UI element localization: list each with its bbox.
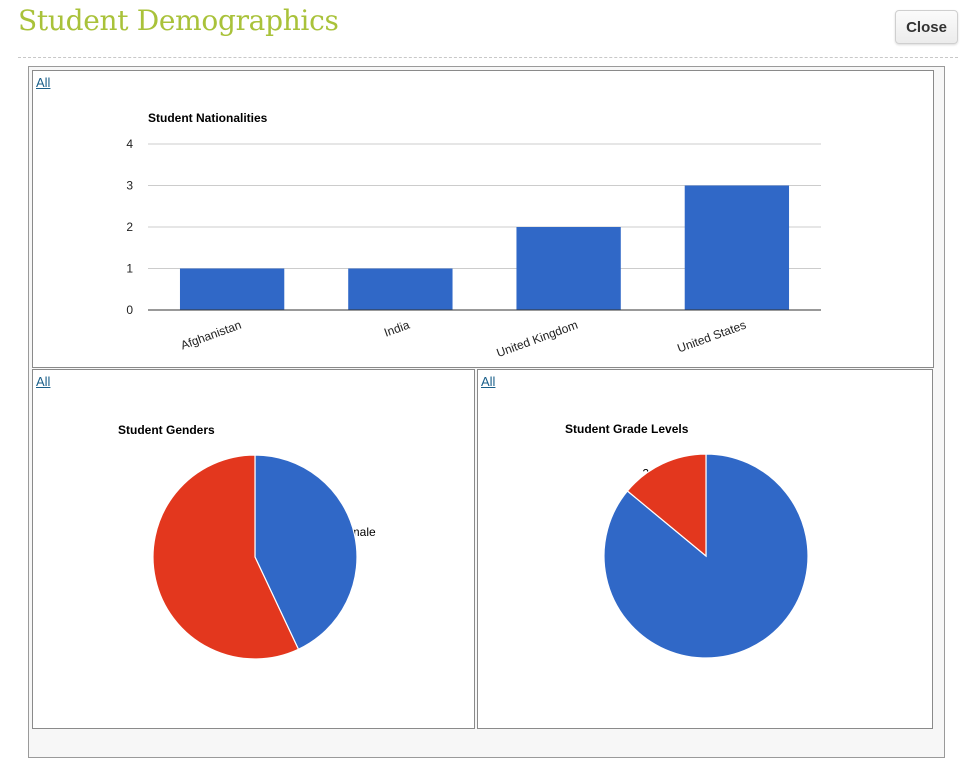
- bar[interactable]: [179, 268, 285, 311]
- title-divider: [18, 57, 958, 58]
- x-tick-label: United States: [675, 318, 747, 356]
- y-tick-label: 0: [126, 303, 133, 317]
- pie-slice[interactable]: [254, 454, 358, 651]
- genders-panel: All Student GendersFemaleMale: [32, 369, 475, 729]
- genders-pie-chart: Student GendersFemaleMale: [118, 423, 376, 660]
- grades-all-link[interactable]: All: [481, 374, 496, 389]
- dashboard-container: All Student Nationalities 0 1 2 3 4 Afghanista…: [28, 66, 945, 758]
- pie-chart-title: Student Grade Levels: [565, 422, 689, 436]
- x-tick-label: Afghanistan: [179, 318, 243, 353]
- x-tick-label: United Kingdom: [495, 318, 580, 360]
- nationalities-panel: All Student Nationalities 0 1 2 3 4 Afghanista…: [32, 70, 934, 368]
- nationalities-bar-chart: Student Nationalities 0 1 2 3 4 Afghanistan Ind…: [126, 111, 821, 360]
- bar-chart-title: Student Nationalities: [148, 111, 268, 125]
- page-title: Student Demographics: [18, 4, 339, 37]
- nationalities-all-link[interactable]: All: [36, 75, 51, 90]
- bar[interactable]: [348, 268, 453, 311]
- y-tick-label: 1: [126, 262, 133, 276]
- y-tick-label: 3: [126, 179, 133, 193]
- y-tick-label: 4: [126, 137, 133, 151]
- close-button[interactable]: Close: [895, 10, 958, 44]
- pie-slice-label: 1st Grade: [753, 660, 806, 674]
- x-tick-label: India: [382, 318, 412, 340]
- y-tick-label: 2: [126, 220, 133, 234]
- bar[interactable]: [684, 185, 790, 311]
- pie-slice[interactable]: [152, 454, 300, 660]
- genders-all-link[interactable]: All: [36, 374, 51, 389]
- bar[interactable]: [516, 227, 621, 310]
- pie-chart-title: Student Genders: [118, 423, 215, 437]
- pie-slice[interactable]: [626, 453, 707, 558]
